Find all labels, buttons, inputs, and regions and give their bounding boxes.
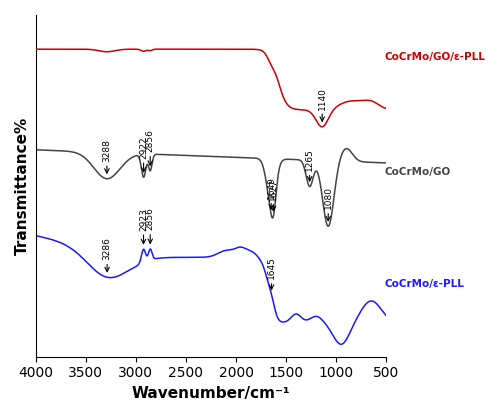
Text: CoCrMo/ε-PLL: CoCrMo/ε-PLL [384, 279, 464, 289]
Text: 2856: 2856 [146, 129, 154, 152]
X-axis label: Wavenumber/cm⁻¹: Wavenumber/cm⁻¹ [132, 386, 290, 401]
Text: 1080: 1080 [324, 186, 332, 209]
Text: 2856: 2856 [146, 208, 154, 230]
Text: 1645: 1645 [267, 257, 276, 280]
Text: CoCrMo/GO/ε-PLL: CoCrMo/GO/ε-PLL [384, 52, 485, 62]
Text: 1265: 1265 [305, 148, 314, 171]
Text: 3288: 3288 [102, 139, 112, 162]
Text: 3286: 3286 [102, 237, 112, 260]
Text: 2922: 2922 [139, 136, 148, 158]
Text: 1140: 1140 [318, 87, 326, 110]
Y-axis label: Transmittance%: Transmittance% [15, 117, 30, 255]
Text: 1649: 1649 [266, 176, 276, 199]
Text: 2923: 2923 [139, 208, 148, 230]
Text: CoCrMo/GO: CoCrMo/GO [384, 167, 450, 177]
Text: 1627: 1627 [269, 178, 278, 201]
